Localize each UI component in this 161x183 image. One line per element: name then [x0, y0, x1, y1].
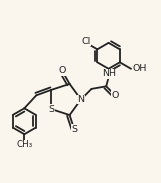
Text: N: N: [77, 95, 84, 104]
Text: S: S: [48, 105, 54, 114]
Text: O: O: [112, 91, 119, 100]
Text: S: S: [71, 125, 77, 134]
Text: NH: NH: [103, 69, 117, 78]
Text: Cl: Cl: [81, 37, 91, 46]
Text: O: O: [58, 66, 66, 75]
Text: CH₃: CH₃: [16, 140, 33, 149]
Text: OH: OH: [133, 64, 147, 73]
